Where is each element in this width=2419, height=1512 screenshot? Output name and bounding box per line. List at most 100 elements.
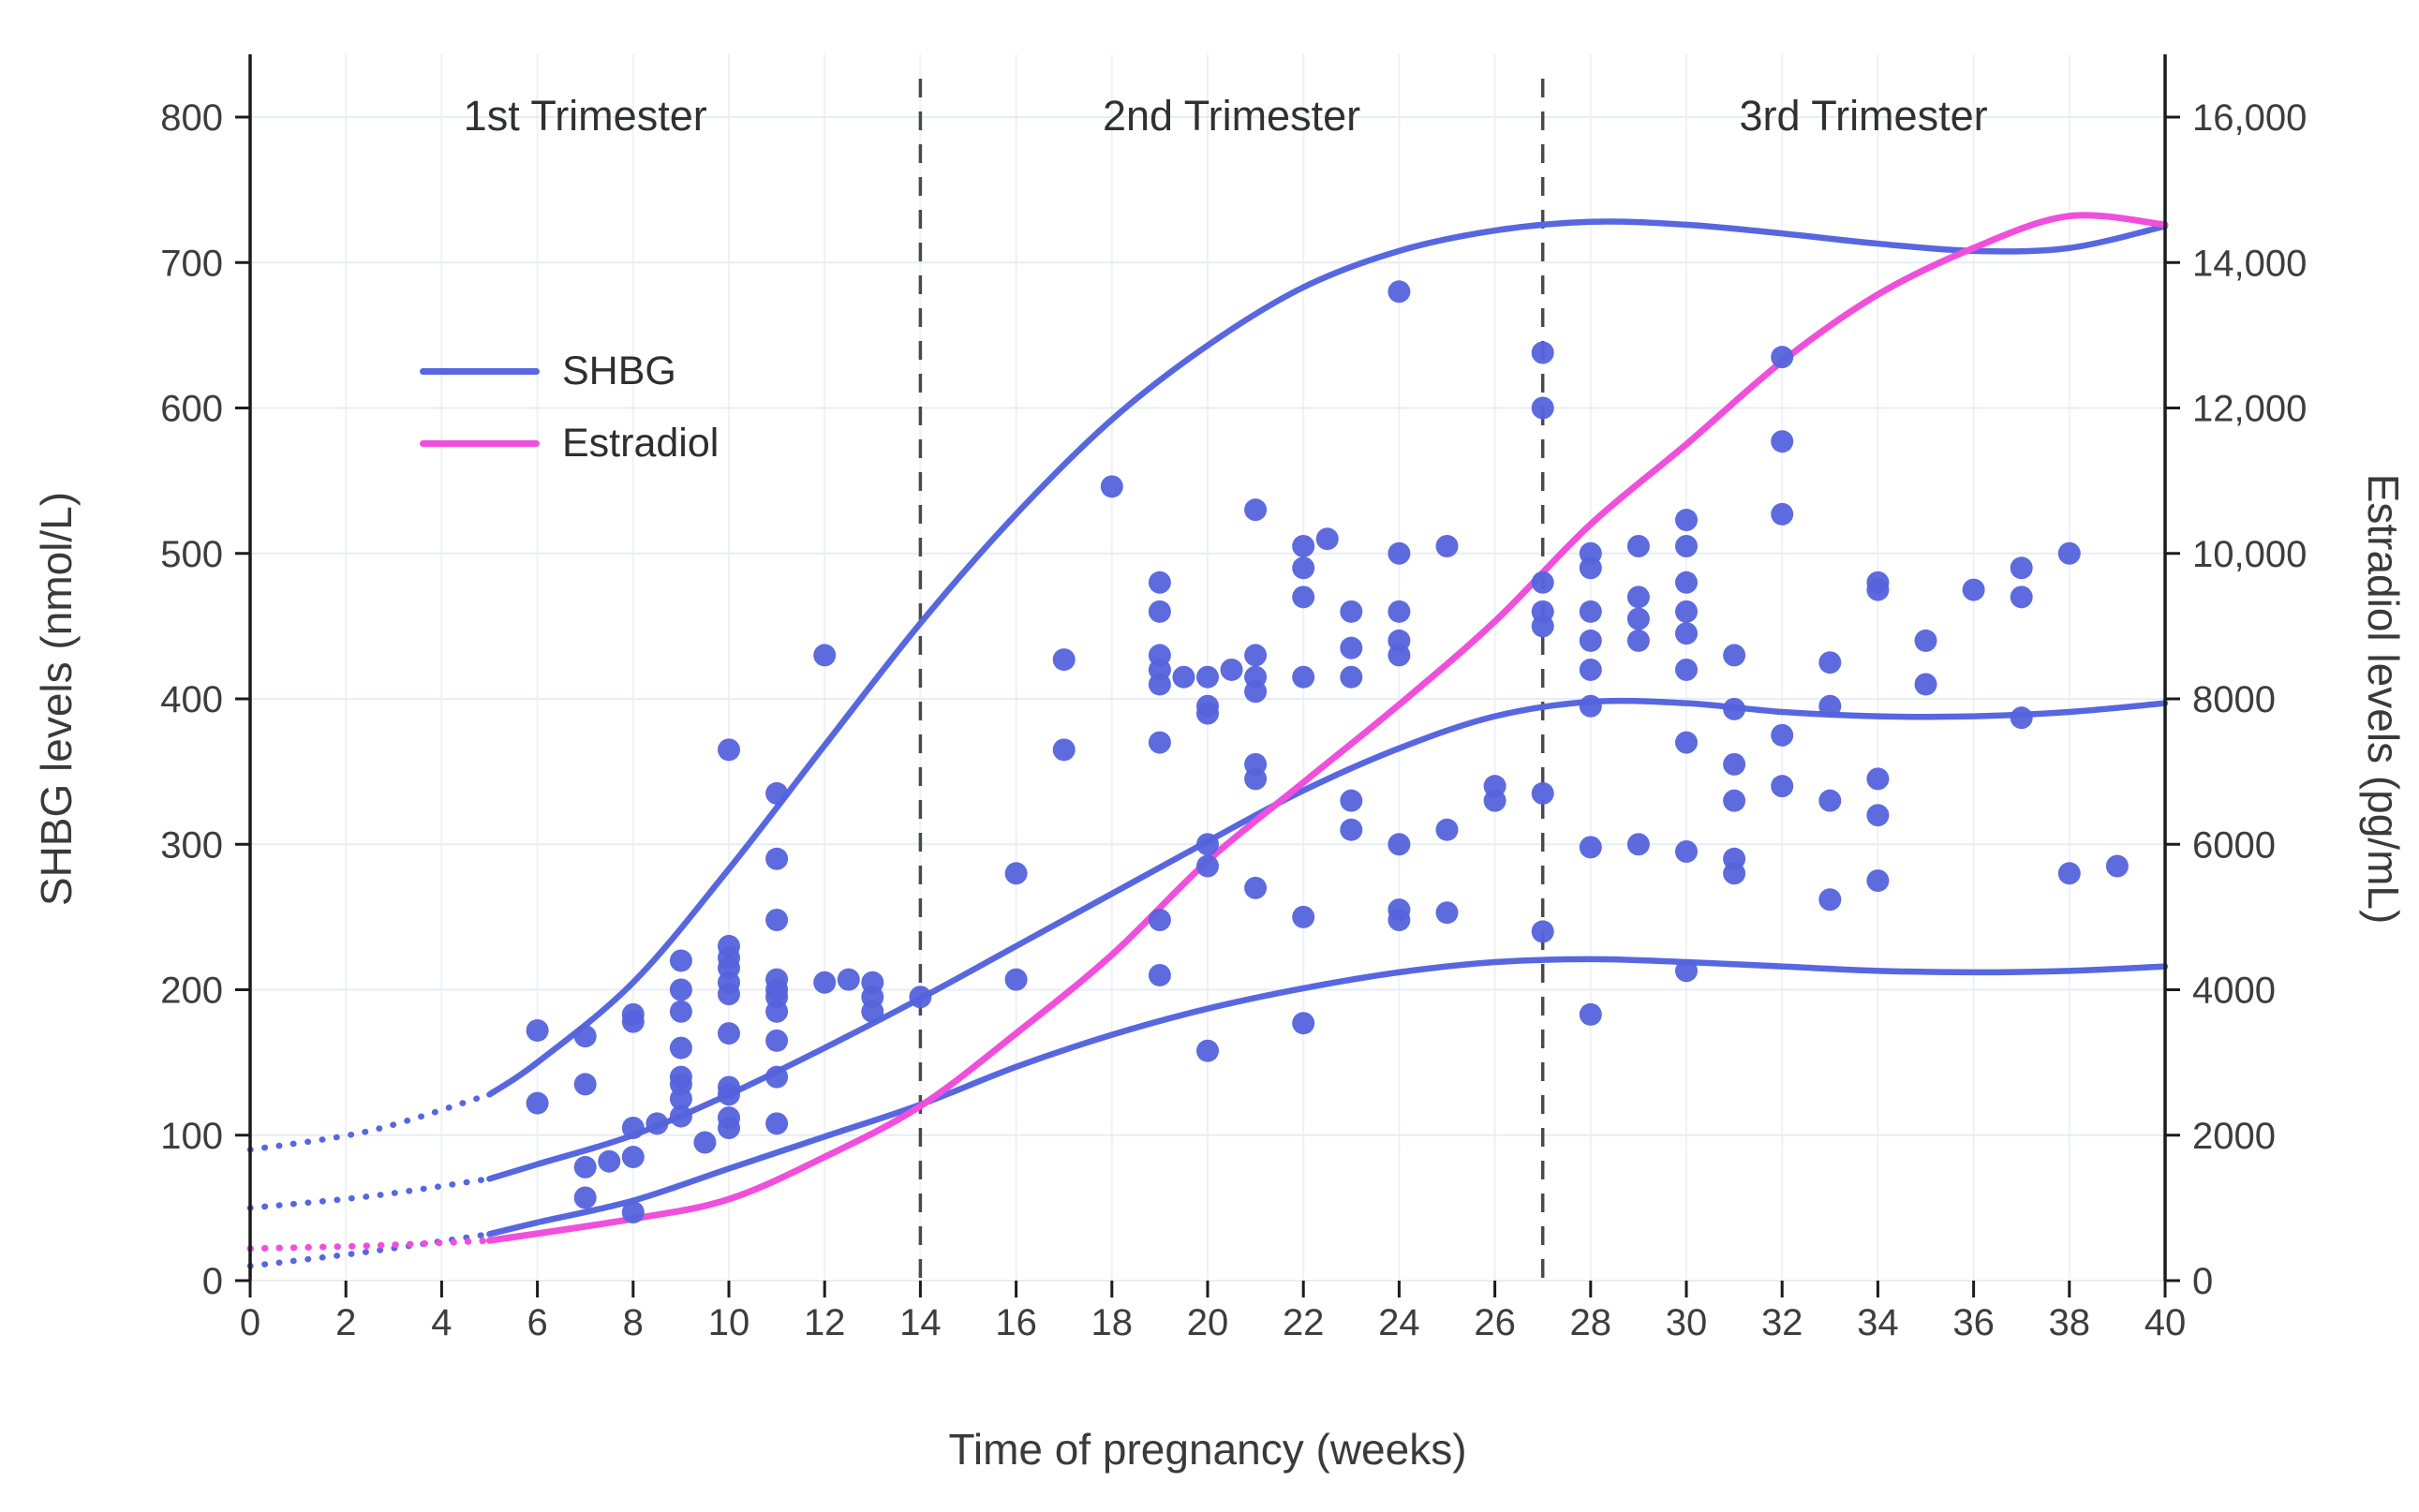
scatter-point bbox=[765, 1112, 789, 1135]
scatter-point bbox=[1148, 571, 1171, 594]
x-tick-label: 20 bbox=[1187, 1302, 1229, 1343]
scatter-point bbox=[669, 949, 692, 972]
scatter-point bbox=[718, 738, 740, 762]
scatter-point bbox=[1818, 694, 1842, 718]
scatter-point bbox=[669, 978, 692, 1001]
scatter-point bbox=[1626, 833, 1650, 856]
scatter-point bbox=[1723, 697, 1746, 720]
scatter-point bbox=[1315, 527, 1339, 551]
y-left-tick-label: 600 bbox=[160, 389, 223, 430]
shbg-middle-curve-dotted bbox=[246, 1176, 493, 1211]
y-right-tick-label: 10,000 bbox=[2192, 534, 2307, 575]
x-tick-label: 0 bbox=[240, 1302, 260, 1343]
scatter-point bbox=[621, 1116, 645, 1139]
scatter-point bbox=[573, 1025, 597, 1048]
shbg-upper-curve-dotted bbox=[246, 1091, 493, 1153]
scatter-point bbox=[1771, 723, 1794, 747]
scatter-point bbox=[1579, 629, 1602, 652]
y-right-tick-label: 2000 bbox=[2192, 1116, 2276, 1157]
scatter-point bbox=[1675, 658, 1698, 681]
x-tick-label: 6 bbox=[527, 1302, 547, 1343]
scatter-point bbox=[1723, 644, 1746, 667]
legend: SHBG Estradiol bbox=[420, 347, 719, 467]
scatter-point bbox=[1196, 665, 1219, 689]
scatter-point bbox=[2010, 586, 2033, 609]
y-right-tick-label: 12,000 bbox=[2192, 389, 2307, 430]
legend-item-shbg: SHBG bbox=[420, 347, 719, 395]
scatter-point bbox=[1340, 600, 1363, 623]
x-tick-label: 38 bbox=[2049, 1302, 2091, 1343]
scatter-point bbox=[765, 847, 789, 870]
scatter-point bbox=[1675, 840, 1698, 864]
scatter-point bbox=[1531, 920, 1554, 943]
scatter-point bbox=[1244, 752, 1268, 776]
scatter-point bbox=[1675, 509, 1698, 532]
y-left-tick-label: 100 bbox=[160, 1116, 223, 1157]
scatter-point bbox=[1244, 644, 1268, 667]
x-tick-label: 14 bbox=[899, 1302, 942, 1343]
x-tick-label: 18 bbox=[1091, 1302, 1134, 1343]
scatter-point bbox=[1531, 600, 1554, 623]
x-tick-label: 2 bbox=[335, 1302, 356, 1343]
trimester-label-3rd: 3rd Trimester bbox=[1739, 92, 1988, 140]
right-axis-title: Estradiol levels (pg/mL) bbox=[2359, 473, 2408, 925]
y-left-tick-label: 700 bbox=[160, 243, 223, 284]
scatter-point bbox=[1292, 665, 1315, 689]
scatter-point bbox=[837, 968, 860, 991]
scatter-point bbox=[1626, 629, 1650, 652]
shbg-line-swatch bbox=[420, 367, 540, 375]
x-tick-label: 34 bbox=[1857, 1302, 1899, 1343]
x-axis-title: Time of pregnancy (weeks) bbox=[948, 1425, 1467, 1474]
scatter-point bbox=[621, 1002, 645, 1026]
scatter-point bbox=[1675, 571, 1698, 594]
scatter-point bbox=[1866, 767, 1890, 791]
scatter-point bbox=[1531, 781, 1554, 805]
scatter-point bbox=[1531, 396, 1554, 420]
scatter-point bbox=[813, 644, 837, 667]
scatter-point bbox=[1435, 818, 1459, 841]
scatter-point bbox=[1292, 556, 1315, 580]
scatter-point bbox=[1148, 644, 1171, 667]
scatter-point bbox=[1579, 541, 1602, 565]
scatter-point bbox=[1962, 578, 1985, 601]
scatter-point bbox=[1388, 833, 1411, 856]
scatter-point bbox=[669, 1065, 692, 1089]
shbg-upper-curve bbox=[486, 218, 2169, 1098]
scatter-point bbox=[765, 908, 789, 931]
x-tick-label: 16 bbox=[995, 1302, 1037, 1343]
scatter-point bbox=[1579, 658, 1602, 681]
x-tick-label: 28 bbox=[1570, 1302, 1612, 1343]
legend-label-shbg: SHBG bbox=[562, 348, 676, 393]
scatter-point bbox=[1771, 346, 1794, 369]
scatter-point bbox=[646, 1112, 669, 1135]
scatter-point bbox=[1244, 498, 1268, 522]
trimester-label-1st: 1st Trimester bbox=[463, 92, 707, 140]
scatter-point bbox=[573, 1155, 597, 1178]
scatter-point bbox=[1172, 665, 1195, 689]
x-tick-label: 26 bbox=[1474, 1302, 1516, 1343]
x-tick-label: 22 bbox=[1283, 1302, 1325, 1343]
scatter-point bbox=[1675, 600, 1698, 623]
scatter-point bbox=[1148, 731, 1171, 754]
legend-item-estradiol: Estradiol bbox=[420, 419, 719, 467]
y-left-tick-label: 200 bbox=[160, 971, 223, 1012]
scatter-point bbox=[1004, 862, 1028, 885]
x-tick-label: 12 bbox=[804, 1302, 846, 1343]
x-tick-label: 32 bbox=[1761, 1302, 1803, 1343]
scatter-point bbox=[598, 1149, 621, 1173]
scatter-point bbox=[573, 1186, 597, 1209]
y-left-tick-label: 400 bbox=[160, 679, 223, 720]
scatter-point bbox=[718, 1106, 740, 1130]
scatter-point bbox=[1388, 629, 1411, 652]
scatter-point bbox=[1196, 833, 1219, 856]
scatter-point bbox=[2010, 556, 2033, 580]
scatter-point bbox=[526, 1091, 549, 1115]
scatter-point bbox=[861, 971, 884, 994]
scatter-point bbox=[1483, 775, 1506, 798]
scatter-point bbox=[1579, 836, 1602, 859]
scatter-point bbox=[765, 1065, 789, 1089]
y-right-tick-label: 6000 bbox=[2192, 824, 2276, 866]
scatter-point bbox=[1866, 571, 1890, 594]
scatter-point bbox=[669, 1036, 692, 1060]
scatter-point bbox=[2105, 854, 2129, 878]
